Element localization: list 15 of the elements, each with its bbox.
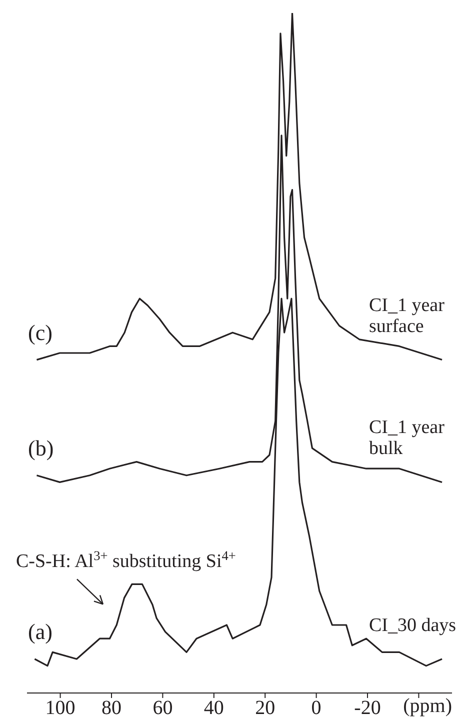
x-tick-label: 60	[152, 697, 173, 717]
series-label: CI_30 days	[369, 615, 456, 636]
x-tick-label: 40	[204, 697, 224, 717]
annotation: C-S-H: Al$^{3+}$ substituting Si$^{4+}$	[16, 548, 236, 572]
x-tick-label: 80	[101, 697, 122, 717]
series-label: CI_1 year bulk	[369, 417, 446, 460]
x-axis-title: (ppm)	[403, 695, 452, 717]
x-tick-label: 0	[311, 697, 322, 717]
series-label: CI_1 year surface	[369, 294, 446, 337]
annotation: (b)	[28, 435, 54, 460]
x-tick-label: -20	[354, 697, 381, 717]
x-tick-label: 100	[45, 697, 76, 717]
annotation: (c)	[28, 320, 52, 345]
x-tick-label: 20	[255, 697, 276, 717]
annotation: (a)	[28, 619, 52, 644]
